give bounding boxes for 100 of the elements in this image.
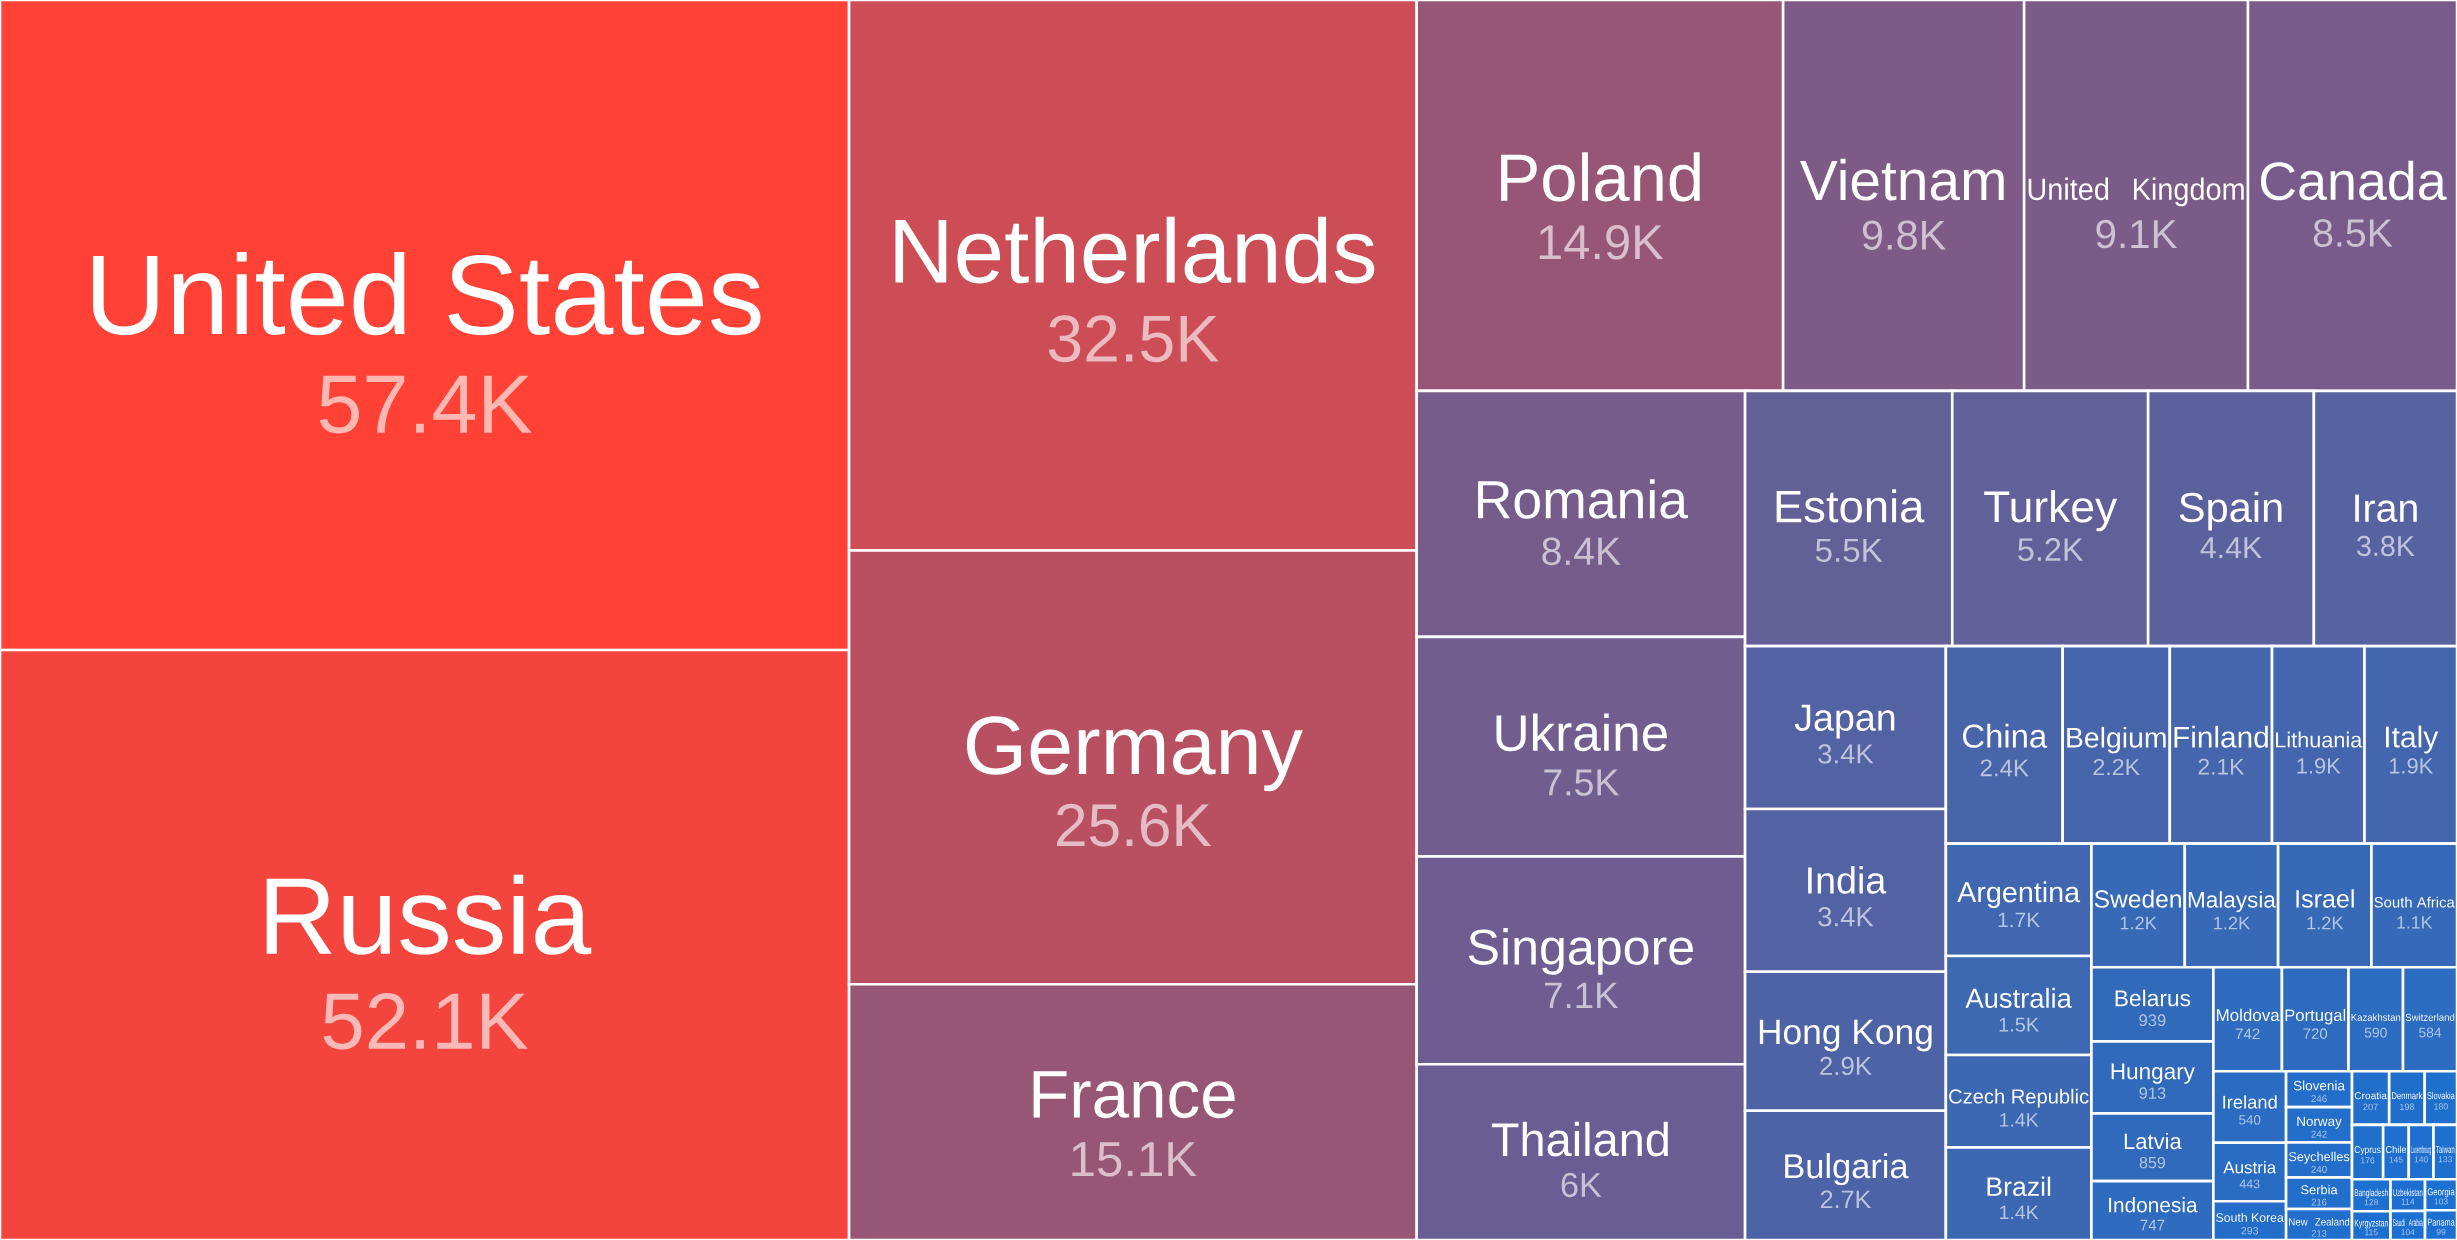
data-label: 7.1K [1545, 982, 1619, 1009]
data-label: 443 [2239, 1179, 2260, 1189]
data-label: 128 [2364, 1199, 2378, 1206]
data-label: 584 [2419, 1027, 2442, 1038]
data-label: 4.4K [2200, 537, 2262, 559]
data-label: 1.2K [2307, 916, 2344, 930]
data-label: 1.5K [1999, 1017, 2039, 1032]
category-label: Russia [266, 874, 592, 955]
data-label: 2.1K [2198, 758, 2245, 775]
category-label: China [1963, 723, 2048, 748]
data-label: 2.4K [1980, 759, 2029, 777]
category-label: Hungary [2111, 1063, 2195, 1084]
data-label: 720 [2303, 1028, 2328, 1039]
data-label: 52.1K [323, 993, 528, 1050]
category-label: Seychelles [2288, 1151, 2350, 1164]
data-label: 104 [2401, 1229, 2415, 1236]
category-label: Israel [2296, 889, 2354, 908]
category-label: Croatia [2354, 1091, 2387, 1100]
data-label: 1.4K [2000, 1205, 2039, 1220]
data-label: 14.9K [1539, 224, 1664, 260]
category-label: Bangladesh [2354, 1188, 2388, 1199]
category-label: Lithuania [2276, 731, 2363, 748]
data-label: 9.8K [1862, 220, 1946, 250]
category-label: Slovenia [2293, 1080, 2345, 1091]
category-label: Hong Kong [1759, 1019, 1932, 1052]
category-label: Vietnam [1800, 158, 2004, 201]
category-label: Spain [2179, 491, 2282, 531]
data-label: 913 [2139, 1087, 2166, 1099]
data-label: 115 [2365, 1229, 2378, 1236]
data-label: 859 [2139, 1156, 2166, 1169]
data-label: 9.1K [2096, 219, 2178, 249]
data-label: 1.1K [2397, 916, 2433, 929]
data-label: 114 [2401, 1198, 2415, 1205]
data-label: 103 [2434, 1198, 2448, 1205]
category-label: Ireland [2223, 1095, 2277, 1109]
data-label: 213 [2311, 1230, 2327, 1237]
category-label: Turkey [1984, 489, 2118, 532]
category-label: Netherlands [895, 216, 1375, 284]
data-label: 57.4K [319, 375, 532, 434]
data-label: 198 [2400, 1103, 2415, 1110]
category-label: Norway [2297, 1116, 2342, 1129]
category-label: Cyprus [2354, 1146, 2381, 1156]
category-label: Brazil [1987, 1176, 2051, 1197]
category-label: Serbia [2301, 1184, 2338, 1195]
data-label: 742 [2235, 1028, 2260, 1040]
category-label: Thailand [1491, 1121, 1668, 1157]
data-label: 3.4K [1818, 744, 1874, 764]
data-label: 25.6K [1057, 803, 1212, 847]
category-label: Germany [966, 716, 1303, 792]
data-label: 1.7K [1998, 912, 2040, 928]
category-label: Iran [2355, 494, 2417, 523]
data-label: 5.5K [1815, 538, 1883, 562]
category-label: Canada [2260, 160, 2447, 201]
category-label: Argentina [1957, 881, 2081, 909]
category-label: Australia [1965, 987, 2072, 1008]
data-label: 15.1K [1072, 1142, 1197, 1177]
data-label: 540 [2239, 1115, 2261, 1125]
category-label: India [1808, 866, 1887, 894]
data-label: 1.2K [2214, 916, 2251, 930]
category-label: Indonesia [2109, 1197, 2198, 1213]
data-label: 240 [2311, 1165, 2327, 1173]
category-label: Portugal [2285, 1008, 2346, 1025]
data-label: 140 [2414, 1156, 2428, 1163]
category-label: Slovakia [2427, 1091, 2455, 1100]
category-label: France [1033, 1071, 1235, 1119]
category-label: New Zealand [2289, 1217, 2350, 1226]
data-label: 32.5K [1048, 315, 1219, 363]
data-label: 747 [2140, 1219, 2165, 1231]
category-label: Georgia [2427, 1188, 2455, 1198]
category-label: Ukraine [1496, 713, 1667, 752]
data-label: 133 [2438, 1156, 2452, 1163]
category-label: Luxembourg [2411, 1145, 2432, 1155]
data-label: 242 [2311, 1130, 2327, 1138]
data-label: 5.2K [2018, 538, 2084, 562]
data-label: 246 [2311, 1095, 2327, 1103]
data-label: 8.5K [2313, 219, 2393, 247]
data-label: 216 [2311, 1198, 2327, 1206]
category-label: Switzerland [2405, 1013, 2455, 1021]
data-label: 293 [2241, 1226, 2259, 1235]
data-label: 590 [2364, 1027, 2387, 1038]
data-label: 1.2K [2120, 916, 2157, 930]
data-label: 3.4K [1818, 906, 1874, 927]
category-label: Japan [1794, 704, 1895, 739]
category-label: Kyrgyzstan [2354, 1219, 2388, 1229]
category-label: Bulgaria [1785, 1153, 1909, 1186]
category-label: Moldova [2216, 1008, 2280, 1022]
category-label: United Kingdom [2028, 177, 2244, 207]
category-label: Poland [1501, 152, 1700, 202]
category-label: Italy [2386, 725, 2439, 754]
category-label: Finland [2174, 725, 2268, 748]
category-label: Romania [1478, 479, 1689, 519]
category-label: South Korea [2216, 1212, 2284, 1222]
data-label: 8.4K [1542, 537, 1621, 566]
data-label: 2.7K [1820, 1190, 1872, 1209]
category-label: Chile [2385, 1145, 2407, 1154]
category-label: Sweden [2094, 889, 2181, 908]
data-label: 207 [2363, 1103, 2378, 1111]
category-label: South Africa [2374, 896, 2455, 908]
category-label: Denmark [2392, 1091, 2423, 1100]
data-label: 3.8K [2357, 535, 2415, 557]
